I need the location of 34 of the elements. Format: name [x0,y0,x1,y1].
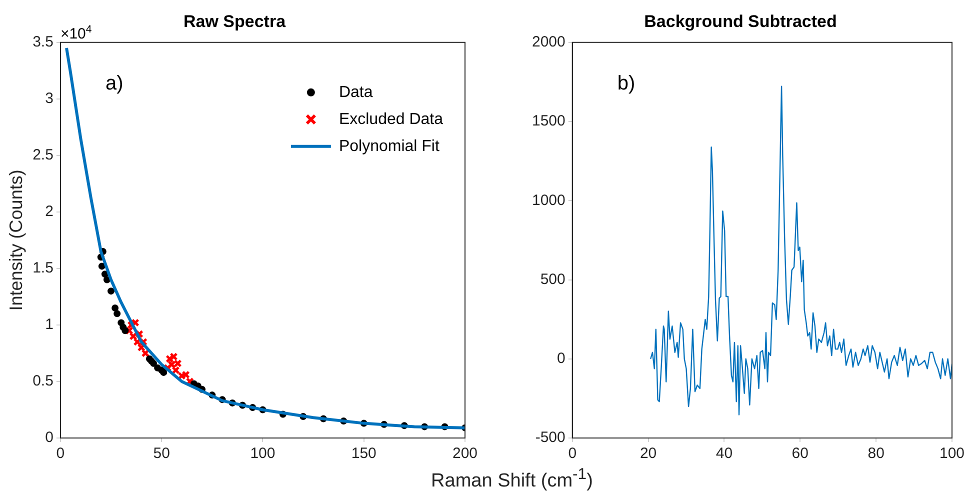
y-tick-label: 0 [45,429,54,446]
chart-title: Background Subtracted [644,12,837,31]
x-tick-label: 200 [452,445,478,462]
y-tick-label: 0.5 [32,372,54,390]
annotation: a) [105,72,124,94]
y-tick-label: 0 [557,350,566,368]
x-axis-title: Raman Shift (cm$^{-1}$) [430,466,594,492]
x-tick-label: 50 [153,445,170,462]
x-tick-label: 100 [250,445,276,462]
y-axis-title: Intensity (Counts) [6,170,26,311]
x-tick-label: 0 [568,445,577,462]
y-tick-label: 3 [45,90,54,108]
y-tick-label: -500 [535,429,566,446]
x-tick-label: 100 [939,445,965,462]
x-tick-label: 40 [716,445,733,462]
x-tick-label: 80 [868,445,884,462]
y-tick-label: 2.5 [32,146,54,164]
x-tick-label: 0 [56,445,65,462]
y-tick-label: 1 [45,316,54,334]
legend-label: Excluded Data [338,110,444,128]
y-tick-label: 500 [540,270,566,288]
x-tick-label: 20 [640,445,657,462]
x-tick-label: 60 [792,445,808,462]
legend-label: Data [338,84,373,101]
y-tick-label: 1500 [532,112,566,130]
y-tick-label: 3.5 [32,34,54,51]
y-tick-label: 2000 [532,34,566,51]
x-tick-label: 150 [351,445,376,462]
chart-title: Raw Spectra [183,12,286,31]
y-tick-label: 1.5 [32,260,54,277]
legend-label: Polynomial Fit [338,138,440,155]
annotation: b) [617,72,636,94]
y-tick-label: 2 [45,203,54,220]
y-tick-label: 1000 [532,192,566,209]
